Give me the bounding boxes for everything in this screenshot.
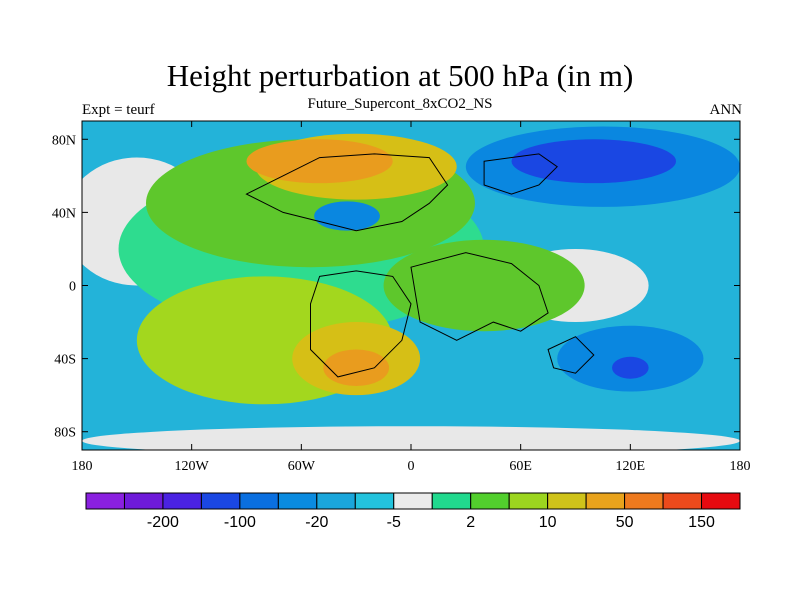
colorbar-box — [85, 492, 125, 510]
y-tick-label: 0 — [69, 280, 76, 295]
colorbar-box — [585, 492, 626, 510]
y-tick-label: 40S — [54, 353, 76, 368]
coastline — [310, 270, 412, 378]
x-tick-label: 180 — [730, 459, 751, 474]
colorbar-label: 50 — [616, 514, 634, 531]
colorbar-box — [239, 492, 279, 510]
coastline — [547, 336, 595, 374]
plot-subtitle: Future_Supercont_8xCO2_NS — [307, 96, 493, 112]
experiment-label: Expt = teurf — [82, 102, 155, 118]
contour-region-2 — [314, 201, 380, 231]
x-tick-label: 120W — [175, 459, 210, 474]
contour-region-8 — [246, 139, 393, 184]
y-tick-label: 80S — [54, 426, 76, 441]
colorbar-box — [123, 492, 164, 510]
colorbar-box — [200, 492, 241, 510]
colorbar: -200 -100 -20 -5 2 10 50 150 — [85, 492, 741, 531]
x-tick-label: 180 — [72, 459, 93, 474]
contour-region-5 — [383, 239, 585, 332]
contour-region-3 — [82, 426, 740, 450]
x-tick-label: 0 — [408, 459, 415, 474]
coastline — [410, 252, 549, 341]
x-tick-label: 120E — [616, 459, 646, 474]
plot-title: Height perturbation at 500 hPa (in m) — [166, 58, 634, 93]
colorbar-label: -200 — [147, 514, 179, 531]
colorbar-box — [470, 492, 510, 510]
coastline — [483, 153, 558, 195]
contour-region-1 — [612, 356, 649, 379]
colorbar-box — [431, 492, 472, 510]
colorbar-box — [277, 492, 318, 510]
colorbar-box — [316, 492, 356, 510]
contour-field — [82, 121, 740, 450]
season-label: ANN — [709, 102, 743, 118]
contour-region-8 — [323, 349, 390, 387]
colorbar-label: -100 — [224, 514, 256, 531]
x-tick-label: 60W — [288, 459, 316, 474]
colorbar-box — [624, 492, 664, 510]
coastline — [245, 153, 449, 232]
contour-region-1 — [511, 139, 677, 184]
colorbar-label: -20 — [305, 514, 328, 531]
y-tick-label: 40N — [52, 206, 76, 221]
colorbar-box — [162, 492, 202, 510]
colorbar-label: -5 — [387, 514, 401, 531]
x-tick-label: 60E — [509, 459, 532, 474]
colorbar-label: 150 — [688, 514, 715, 531]
y-tick-label: 80N — [52, 133, 76, 148]
colorbar-box — [547, 492, 587, 510]
colorbar-label: 2 — [466, 514, 475, 531]
colorbar-box — [508, 492, 549, 510]
colorbar-box — [701, 492, 741, 510]
colorbar-box — [662, 492, 703, 510]
colorbar-box — [354, 492, 395, 510]
colorbar-box — [393, 492, 433, 510]
colorbar-label: 10 — [539, 514, 557, 531]
